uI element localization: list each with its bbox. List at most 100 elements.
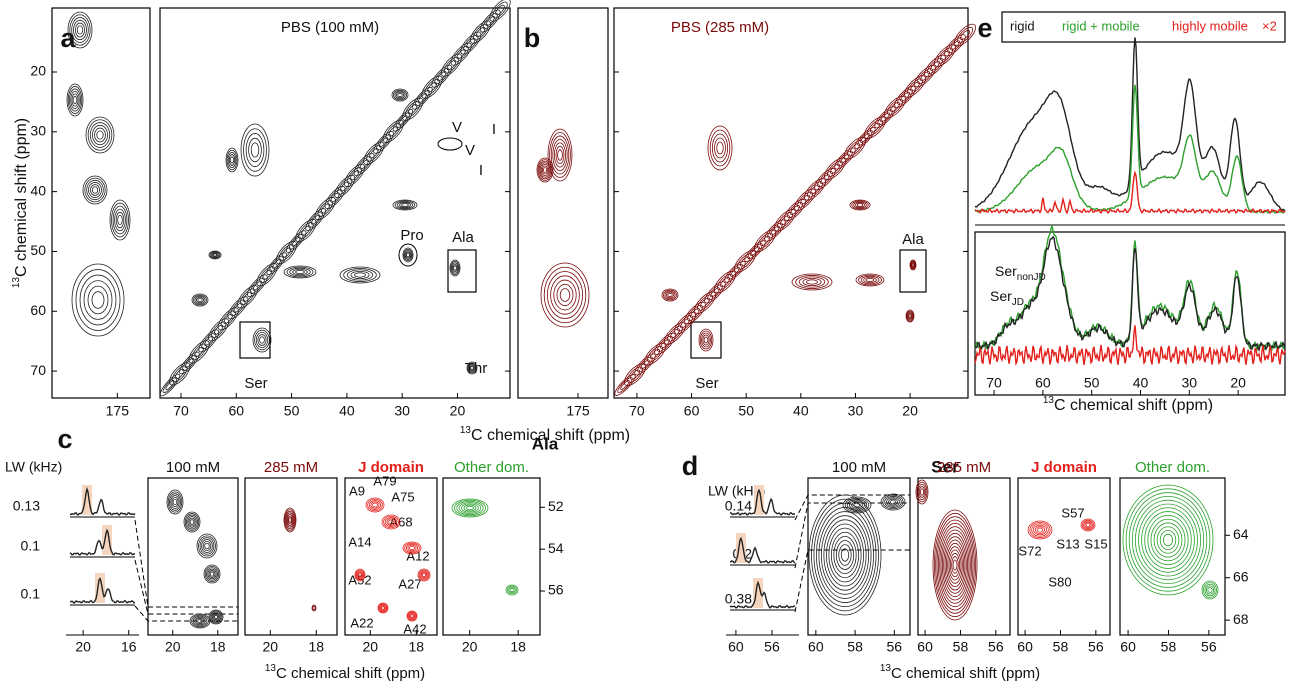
contour bbox=[657, 335, 673, 352]
contour bbox=[324, 186, 346, 209]
contour bbox=[709, 129, 731, 167]
contour bbox=[851, 501, 863, 509]
contour bbox=[191, 614, 209, 628]
contour bbox=[753, 229, 777, 253]
contour bbox=[450, 42, 472, 66]
contour bbox=[208, 250, 222, 260]
contour bbox=[286, 230, 307, 253]
contour bbox=[197, 618, 203, 624]
contour bbox=[70, 90, 80, 110]
highlight bbox=[95, 573, 105, 603]
contour bbox=[858, 274, 882, 286]
contour bbox=[853, 502, 861, 508]
contour bbox=[169, 362, 191, 386]
contour bbox=[905, 309, 915, 323]
contour bbox=[703, 336, 709, 344]
peak-label: S15 bbox=[1084, 536, 1107, 551]
contour bbox=[1135, 499, 1201, 581]
annotation: Ser bbox=[244, 375, 267, 392]
isotope: 13 bbox=[1043, 395, 1055, 406]
contour bbox=[74, 22, 86, 38]
contour bbox=[936, 519, 974, 611]
frame bbox=[51, 7, 151, 399]
contour bbox=[907, 312, 913, 320]
contour bbox=[794, 188, 816, 211]
contour bbox=[1083, 520, 1093, 530]
contour bbox=[543, 266, 587, 324]
contour bbox=[509, 587, 515, 593]
contour bbox=[443, 56, 460, 74]
contour bbox=[388, 519, 394, 525]
contour bbox=[844, 497, 870, 513]
contour bbox=[470, 20, 492, 44]
contour bbox=[327, 189, 343, 206]
frame bbox=[917, 477, 1011, 636]
contour bbox=[189, 519, 195, 525]
contour bbox=[540, 163, 550, 176]
contour bbox=[187, 516, 197, 528]
frame bbox=[344, 477, 438, 636]
x-tick-label: 60 bbox=[1035, 375, 1051, 391]
dashed-guide bbox=[794, 494, 910, 521]
annotation-sub: nonJD bbox=[1017, 272, 1046, 283]
contour bbox=[373, 131, 394, 154]
contour bbox=[1122, 484, 1214, 596]
contour bbox=[699, 330, 713, 350]
x-tick-label: 58 bbox=[953, 639, 969, 655]
contour bbox=[556, 283, 574, 307]
contour bbox=[807, 181, 823, 198]
x-tick-label: 20 bbox=[450, 403, 466, 419]
y-tick-label: 30 bbox=[30, 123, 46, 139]
contour bbox=[197, 297, 203, 303]
contour bbox=[810, 184, 820, 195]
contour bbox=[353, 152, 375, 176]
contour bbox=[554, 142, 567, 168]
contour bbox=[248, 137, 262, 163]
contour bbox=[403, 248, 413, 262]
contour bbox=[541, 165, 549, 175]
x-tick-label: 30 bbox=[394, 403, 410, 419]
axis-text: C chemical shift (ppm) bbox=[13, 118, 30, 277]
contour bbox=[894, 85, 916, 108]
contour bbox=[820, 174, 830, 185]
contour bbox=[320, 203, 331, 214]
contour bbox=[553, 279, 577, 311]
contour bbox=[911, 262, 915, 268]
contour bbox=[449, 259, 461, 277]
contour bbox=[406, 610, 418, 622]
contour bbox=[886, 497, 900, 507]
contour bbox=[350, 270, 370, 280]
x-tick-label: 40 bbox=[339, 403, 355, 419]
contour bbox=[207, 568, 217, 580]
lw-value: 0.1 bbox=[21, 538, 41, 554]
contour bbox=[947, 546, 963, 584]
contour bbox=[724, 260, 746, 283]
contour bbox=[286, 266, 314, 278]
box-title: 285 mM bbox=[264, 459, 318, 476]
contour bbox=[402, 541, 422, 555]
contour bbox=[828, 527, 862, 583]
contour bbox=[172, 498, 178, 506]
contour bbox=[1031, 523, 1049, 537]
contour bbox=[917, 68, 933, 85]
contour bbox=[456, 500, 484, 515]
contour bbox=[199, 537, 215, 555]
box-title: 100 mM bbox=[166, 459, 220, 476]
contour bbox=[228, 154, 236, 166]
contour bbox=[356, 156, 372, 173]
contour bbox=[941, 532, 969, 598]
contour bbox=[1156, 526, 1180, 554]
contour bbox=[69, 88, 81, 112]
contour bbox=[842, 496, 872, 514]
y-tick-label: 64 bbox=[1233, 526, 1249, 542]
contour bbox=[614, 374, 636, 396]
contour bbox=[817, 171, 833, 188]
legend-entry: rigid + mobile bbox=[1062, 18, 1140, 33]
contour bbox=[209, 610, 223, 624]
highlight bbox=[736, 533, 746, 563]
x-tick-label: 50 bbox=[738, 403, 754, 419]
contour bbox=[467, 362, 477, 374]
x-tick-label: 70 bbox=[173, 403, 189, 419]
peak-label: A9 bbox=[349, 483, 365, 498]
contour bbox=[907, 78, 923, 95]
